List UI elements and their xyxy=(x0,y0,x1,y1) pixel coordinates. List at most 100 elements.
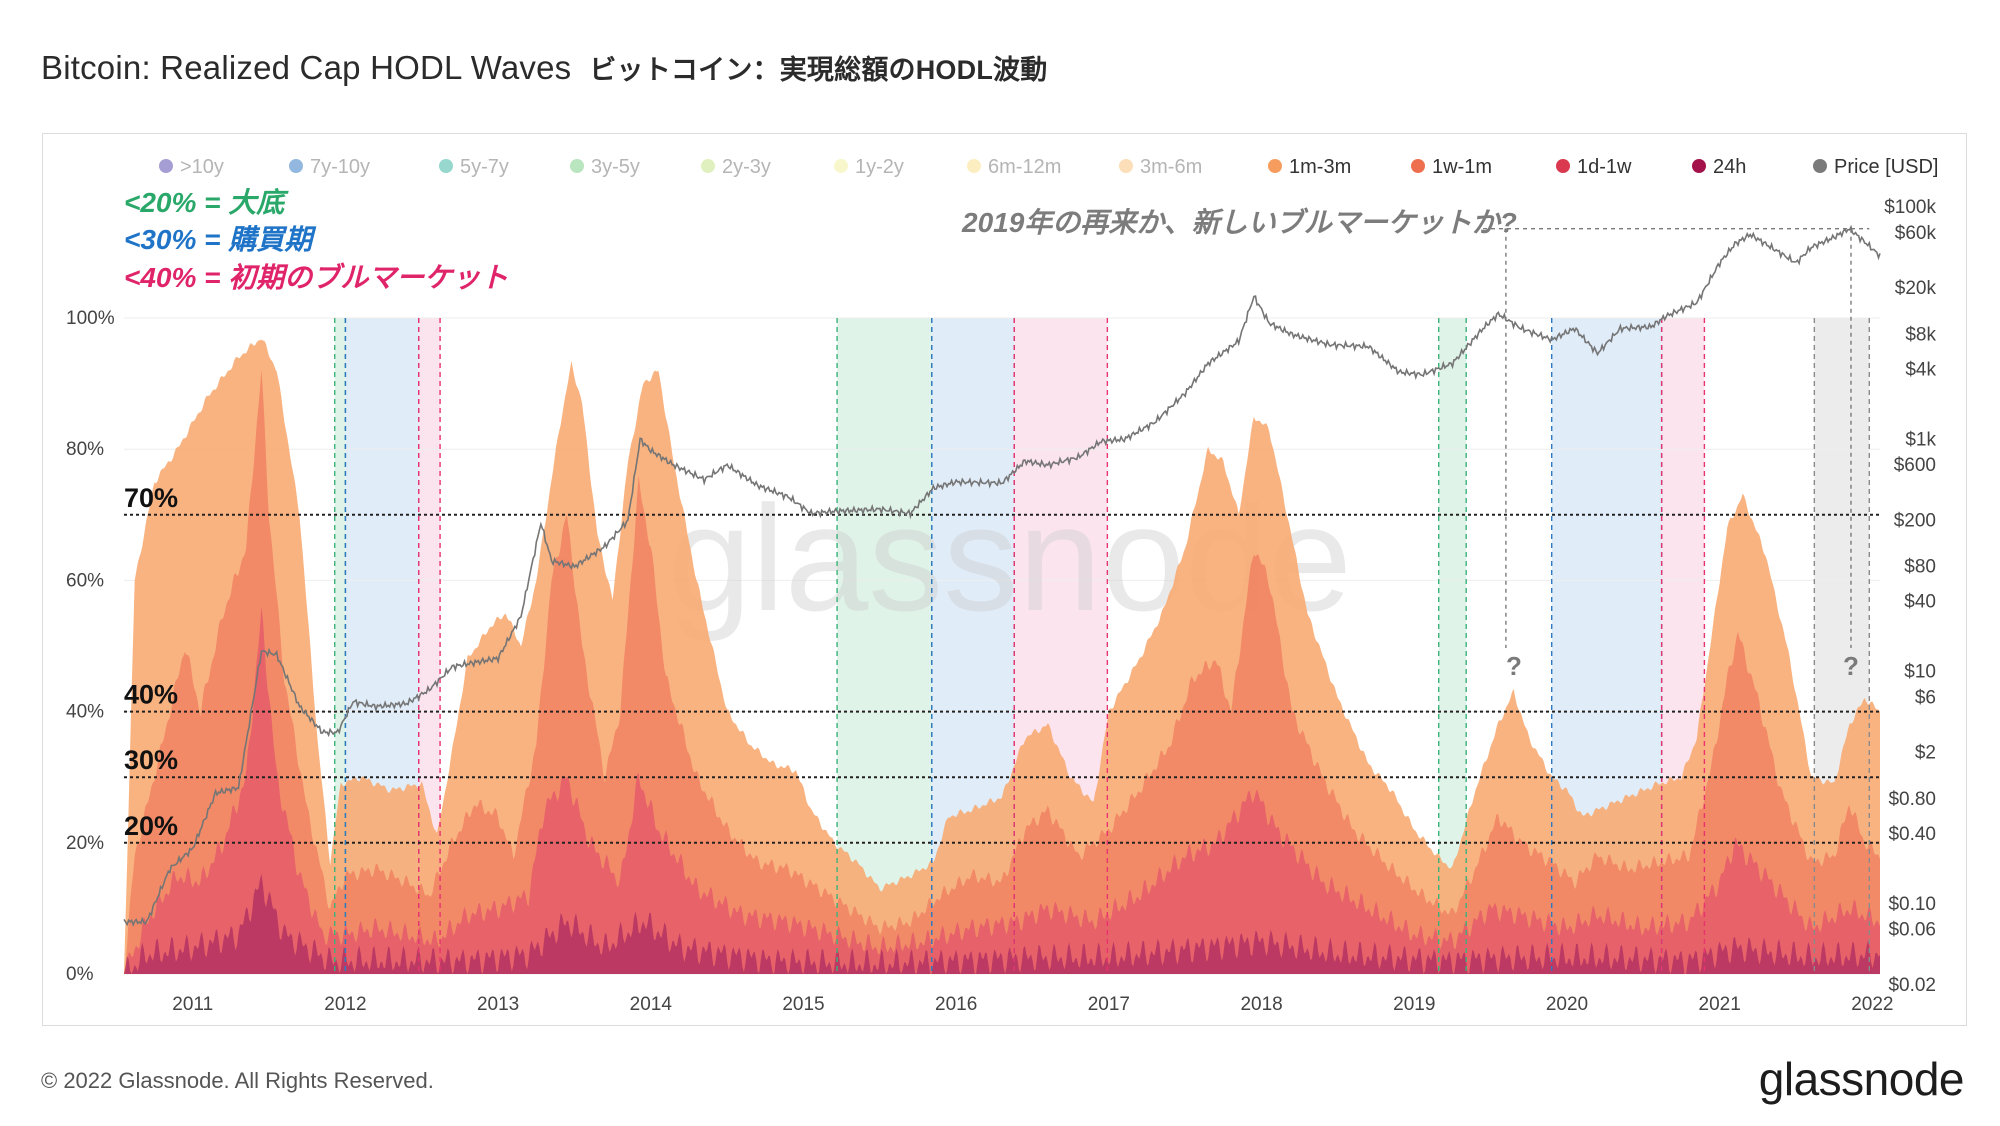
legend-item-9[interactable]: 1w-1m xyxy=(1411,156,1492,178)
x-tick-2019: 2019 xyxy=(1393,994,1435,1015)
legend-label-11: 24h xyxy=(1713,156,1746,178)
area-1d-1w xyxy=(124,606,1880,974)
x-tick-2021: 2021 xyxy=(1699,994,1741,1015)
question-mark-2019: ? xyxy=(1506,651,1522,681)
legend-layer: >10y 7y-10y 5y-7y 3y-5y 2y-3y 1y-2y 6m-12m 3m-6… xyxy=(159,156,1938,178)
legend-item-5[interactable]: 1y-2y xyxy=(834,156,904,178)
y-right-tick-7: $200 xyxy=(1894,510,1936,531)
y-right-tick-14: $0.40 xyxy=(1888,824,1936,845)
legend-marker-8 xyxy=(1268,159,1282,173)
legend-item-6[interactable]: 6m-12m xyxy=(967,156,1061,178)
axis-layer: 0% 20% 40% 60% 80% 100% $100k $60k $20k $8k $4k $1k… xyxy=(66,197,1936,1015)
x-tick-2012: 2012 xyxy=(324,994,366,1015)
footer-copyright: © 2022 Glassnode. All Rights Reserved. xyxy=(41,1068,434,1093)
threshold-label-20: 20% xyxy=(124,811,178,841)
legend-marker-9 xyxy=(1411,159,1425,173)
annotation-layer: <20% = 大底 <30% = 購買期 <40% = 初期のブルマーケット 2… xyxy=(124,187,1859,681)
zone-lines-layer xyxy=(334,318,1871,974)
threshold-label-40: 40% xyxy=(124,680,178,710)
y-right-tick-6: $600 xyxy=(1894,455,1936,476)
x-tick-2016: 2016 xyxy=(935,994,977,1015)
y-left-tick-100: 100% xyxy=(66,308,115,329)
legend-marker-12 xyxy=(1813,159,1827,173)
legend-label-1: 7y-10y xyxy=(310,156,370,178)
title-jp: ビットコイン：実現総額のHODL波動 xyxy=(589,55,1048,85)
key-accum-label: <30% = 購買期 xyxy=(124,224,317,255)
legend-label-12: Price [USD] xyxy=(1834,156,1938,178)
y-right-tick-4: $4k xyxy=(1905,359,1936,380)
legend-label-0: >10y xyxy=(180,156,224,178)
x-tick-2011: 2011 xyxy=(172,994,213,1015)
legend-label-9: 1w-1m xyxy=(1432,156,1492,178)
area-24h xyxy=(124,873,1880,974)
y-right-tick-10: $10 xyxy=(1904,662,1936,683)
x-tick-2017: 2017 xyxy=(1088,994,1130,1015)
legend-item-1[interactable]: 7y-10y xyxy=(289,156,370,178)
y-right-tick-17: $0.02 xyxy=(1888,975,1936,996)
x-tick-2018: 2018 xyxy=(1240,994,1282,1015)
y-right-tick-8: $80 xyxy=(1904,557,1936,578)
legend-item-11[interactable]: 24h xyxy=(1692,156,1746,178)
threshold-layer: 70% 40% 30% 20% xyxy=(124,483,1880,844)
legend-item-0[interactable]: >10y xyxy=(159,156,224,178)
legend-label-4: 2y-3y xyxy=(722,156,771,178)
x-tick-2013: 2013 xyxy=(477,994,519,1015)
legend-marker-6 xyxy=(967,159,981,173)
y-right-tick-15: $0.10 xyxy=(1888,894,1936,915)
legend-item-7[interactable]: 3m-6m xyxy=(1119,156,1202,178)
y-right-tick-5: $1k xyxy=(1905,429,1936,450)
legend-marker-2 xyxy=(439,159,453,173)
y-right-tick-3: $8k xyxy=(1905,324,1936,345)
y-right-tick-16: $0.06 xyxy=(1888,920,1936,941)
y-left-tick-0: 0% xyxy=(66,964,94,985)
legend-item-12[interactable]: Price [USD] xyxy=(1813,156,1938,178)
x-tick-2020: 2020 xyxy=(1546,994,1588,1015)
legend-marker-3 xyxy=(570,159,584,173)
legend-label-2: 5y-7y xyxy=(460,156,509,178)
y-left-tick-20: 20% xyxy=(66,833,104,854)
y-right-tick-2: $20k xyxy=(1895,278,1937,299)
legend-label-8: 1m-3m xyxy=(1289,156,1351,178)
y-right-tick-9: $40 xyxy=(1904,592,1936,613)
legend-marker-10 xyxy=(1556,159,1570,173)
y-right-tick-1: $60k xyxy=(1895,223,1937,244)
y-left-tick-40: 40% xyxy=(66,702,104,723)
x-tick-2015: 2015 xyxy=(782,994,824,1015)
legend-label-3: 3y-5y xyxy=(591,156,640,178)
x-tick-2014: 2014 xyxy=(630,994,673,1015)
legend-marker-11 xyxy=(1692,159,1706,173)
legend-item-10[interactable]: 1d-1w xyxy=(1556,156,1632,178)
legend-item-2[interactable]: 5y-7y xyxy=(439,156,509,178)
y-left-tick-80: 80% xyxy=(66,439,104,460)
threshold-label-70: 70% xyxy=(124,483,178,513)
x-tick-2022: 2022 xyxy=(1851,994,1893,1015)
y-right-tick-12: $2 xyxy=(1915,743,1936,764)
legend-marker-4 xyxy=(701,159,715,173)
key-bottom-label: <20% = 大底 xyxy=(124,187,289,218)
legend-marker-7 xyxy=(1119,159,1133,173)
legend-label-6: 6m-12m xyxy=(988,156,1061,178)
legend-marker-5 xyxy=(834,159,848,173)
y-right-tick-0: $100k xyxy=(1884,197,1936,218)
legend-marker-1 xyxy=(289,159,303,173)
legend-item-4[interactable]: 2y-3y xyxy=(701,156,771,178)
legend-label-10: 1d-1w xyxy=(1577,156,1632,178)
key-bull-label: <40% = 初期のブルマーケット xyxy=(124,262,508,293)
legend-label-5: 1y-2y xyxy=(855,156,904,178)
y-right-tick-11: $6 xyxy=(1915,687,1936,708)
chart-title: Bitcoin: Realized Cap HODL Waves ビットコイン：実… xyxy=(41,48,1047,87)
footer-logo: glassnode xyxy=(1758,1053,1965,1105)
price-layer xyxy=(123,224,1881,927)
legend-item-3[interactable]: 3y-5y xyxy=(570,156,640,178)
legend-label-7: 3m-6m xyxy=(1140,156,1202,178)
legend-item-8[interactable]: 1m-3m xyxy=(1268,156,1351,178)
zone-bottom-0 xyxy=(334,318,346,974)
areas-layer xyxy=(124,339,1880,975)
y-right-tick-13: $0.80 xyxy=(1888,789,1936,810)
headline-annotation: 2019年の再来か、新しいブルマーケットか? xyxy=(961,207,1517,238)
title-en: Bitcoin: Realized Cap HODL Waves xyxy=(41,49,572,86)
question-mark-2022: ? xyxy=(1843,651,1859,681)
price-line xyxy=(123,224,1881,927)
threshold-label-30: 30% xyxy=(124,745,178,775)
